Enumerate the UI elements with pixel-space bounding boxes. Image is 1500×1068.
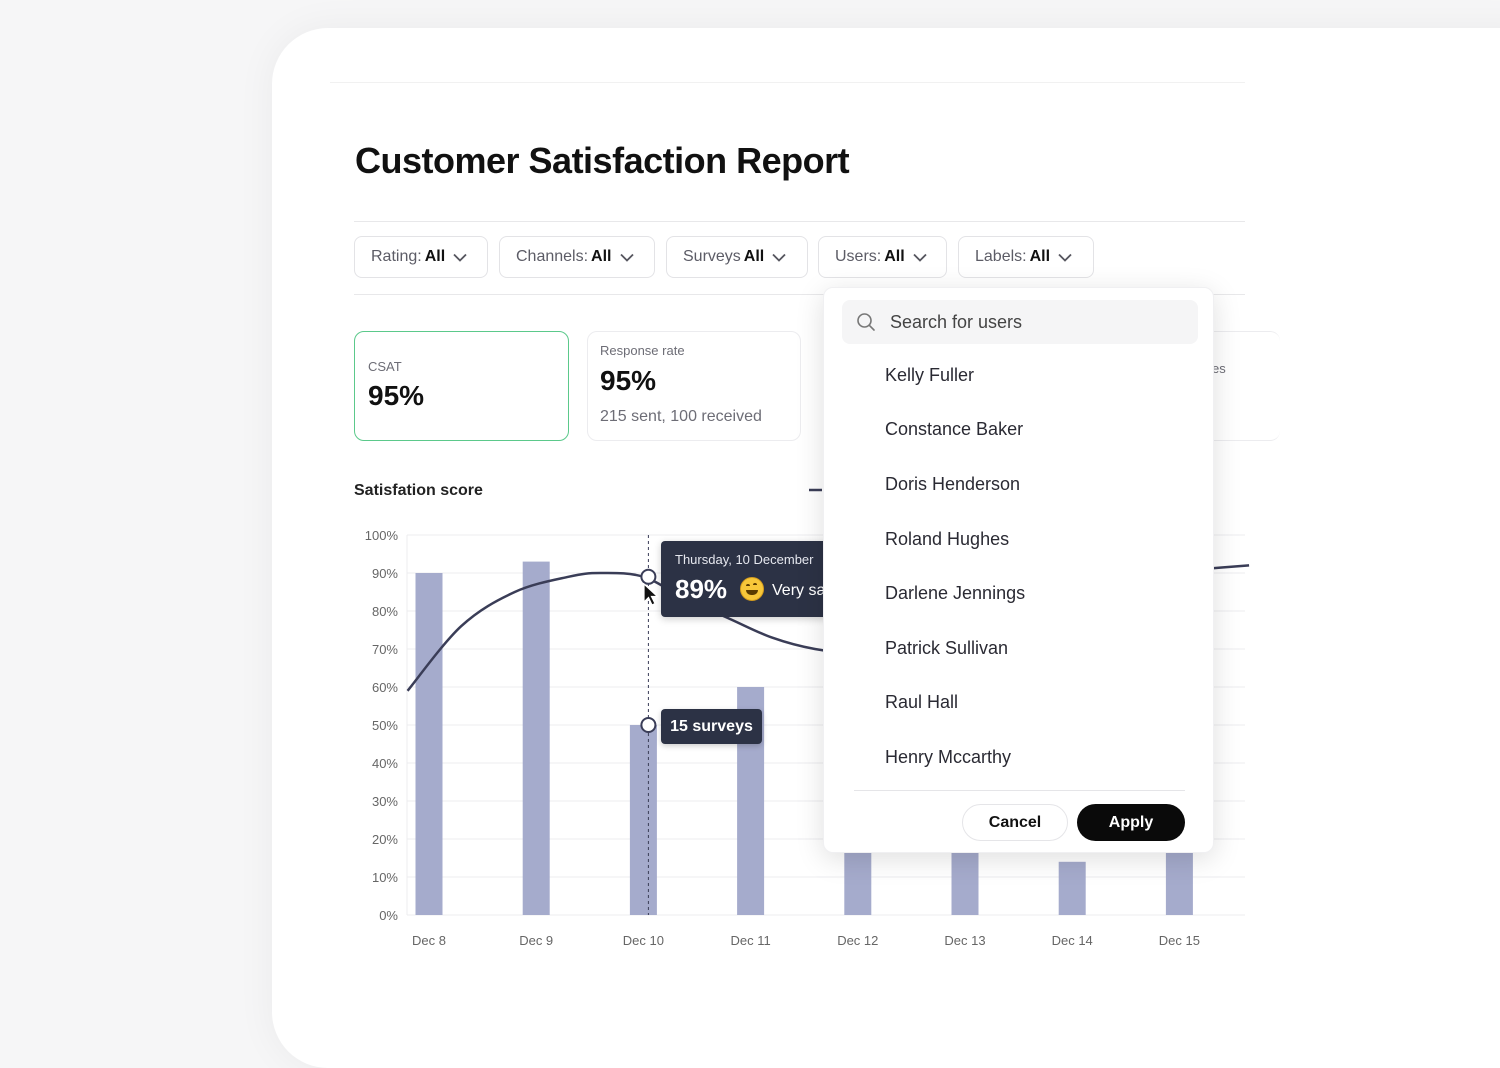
search-input[interactable] xyxy=(888,310,1172,334)
tooltip-percent: 89% xyxy=(675,574,728,604)
user-option[interactable]: Henry Mccarthy xyxy=(885,747,1012,767)
csat-label: CSAT xyxy=(368,359,402,374)
chart-bar xyxy=(415,573,443,915)
chevron-down-icon xyxy=(619,253,634,262)
filter-surveys[interactable]: Surveys All xyxy=(666,236,808,278)
chevron-down-icon xyxy=(1058,253,1072,262)
users-dropdown: Kelly Fuller Constance Baker Doris Hende… xyxy=(823,287,1214,853)
chart-bar xyxy=(844,846,872,915)
y-tick-label: 30% xyxy=(372,794,398,809)
x-tick-label: Dec 14 xyxy=(1052,933,1093,948)
surveys-badge: 15 surveys xyxy=(661,709,762,744)
chart-bar xyxy=(951,846,979,915)
user-option[interactable]: Raul Hall xyxy=(885,692,959,712)
user-option[interactable]: Doris Henderson xyxy=(885,474,1021,494)
chart-bars xyxy=(415,561,1193,915)
smiley-eye xyxy=(753,583,757,587)
y-tick-label: 0% xyxy=(379,908,398,923)
filter-users-label: Users: xyxy=(835,248,882,265)
filter-users[interactable]: Users: All xyxy=(818,236,947,278)
x-tick-label: Dec 9 xyxy=(519,933,553,948)
filter-surveys-label: Surveys xyxy=(683,248,741,265)
user-option[interactable]: Kelly Fuller xyxy=(885,365,975,385)
response-rate-value: 95% xyxy=(600,365,657,396)
mouse-pointer-icon xyxy=(643,583,659,606)
filter-rating-label: Rating: xyxy=(371,248,422,265)
chevron-down-icon xyxy=(913,253,927,262)
filter-labels-value: All xyxy=(1029,248,1051,265)
chart-title: Satisfation score xyxy=(354,482,483,499)
y-tick-label: 20% xyxy=(372,832,398,847)
filter-labels-label: Labels: xyxy=(975,248,1027,265)
response-rate-sub: 215 sent, 100 received xyxy=(600,408,762,425)
chevron-down-icon xyxy=(453,253,467,262)
response-rate-card: Response rate 95% 215 sent, 100 received xyxy=(587,331,801,441)
chevron-down-icon xyxy=(772,253,786,262)
filter-users-value: All xyxy=(884,248,905,265)
filter-channels-value: All xyxy=(591,248,612,265)
chart-bar xyxy=(1058,861,1086,915)
dropdown-divider xyxy=(854,790,1185,791)
y-tick-label: 10% xyxy=(372,870,398,885)
y-tick-label: 80% xyxy=(372,604,398,619)
smiley-icon xyxy=(740,577,764,601)
x-tick-label: Dec 13 xyxy=(944,933,985,948)
user-option[interactable]: Patrick Sullivan xyxy=(885,638,1009,658)
divider xyxy=(354,221,1245,222)
filter-channels-label: Channels: xyxy=(516,248,589,265)
y-tick-label: 90% xyxy=(372,566,398,581)
partial-card-label: es xyxy=(1212,361,1226,376)
x-tick-label: Dec 8 xyxy=(412,933,446,948)
y-tick-label: 40% xyxy=(372,756,398,771)
hover-point-bar xyxy=(640,717,657,733)
y-tick-label: 100% xyxy=(365,528,399,543)
chart-bar xyxy=(1165,846,1193,915)
tooltip-date: Thursday, 10 December xyxy=(675,552,814,567)
user-option[interactable]: Constance Baker xyxy=(885,419,1024,439)
page-title: Customer Satisfaction Report xyxy=(355,140,850,181)
filter-channels[interactable]: Channels: All xyxy=(499,236,655,278)
x-tick-label: Dec 11 xyxy=(730,933,770,948)
y-tick-label: 70% xyxy=(372,642,398,657)
filter-surveys-value: All xyxy=(743,248,765,265)
chart-bar xyxy=(629,725,657,915)
csat-value: 95% xyxy=(368,380,425,411)
search-icon xyxy=(857,313,875,331)
hover-point-line xyxy=(640,568,657,585)
user-search[interactable] xyxy=(842,300,1198,344)
filter-labels[interactable]: Labels: All xyxy=(958,236,1094,278)
chart-bar xyxy=(522,561,550,915)
csat-card: CSAT 95% xyxy=(354,331,569,441)
filter-rating[interactable]: Rating: All xyxy=(354,236,488,278)
y-tick-label: 50% xyxy=(372,718,398,733)
y-axis-labels: 0% 10% 20% 30% 40% 50% 60% 70% 80% 90% 100% xyxy=(365,528,399,923)
filter-rating-value: All xyxy=(424,248,446,265)
apply-button[interactable]: Apply xyxy=(1077,804,1185,841)
x-axis-labels: Dec 8 Dec 9 Dec 10 Dec 11 Dec 12 Dec 13 Dec 14… xyxy=(412,933,1200,948)
x-tick-label: Dec 10 xyxy=(623,933,664,948)
cancel-button[interactable]: Cancel xyxy=(962,804,1068,841)
y-tick-label: 60% xyxy=(372,680,398,695)
divider xyxy=(354,294,1245,295)
user-option[interactable]: Darlene Jennings xyxy=(885,583,1026,603)
user-option[interactable]: Roland Hughes xyxy=(885,529,1010,549)
x-tick-label: Dec 15 xyxy=(1159,933,1200,948)
x-tick-label: Dec 12 xyxy=(837,933,878,948)
response-rate-label: Response rate xyxy=(600,343,685,358)
